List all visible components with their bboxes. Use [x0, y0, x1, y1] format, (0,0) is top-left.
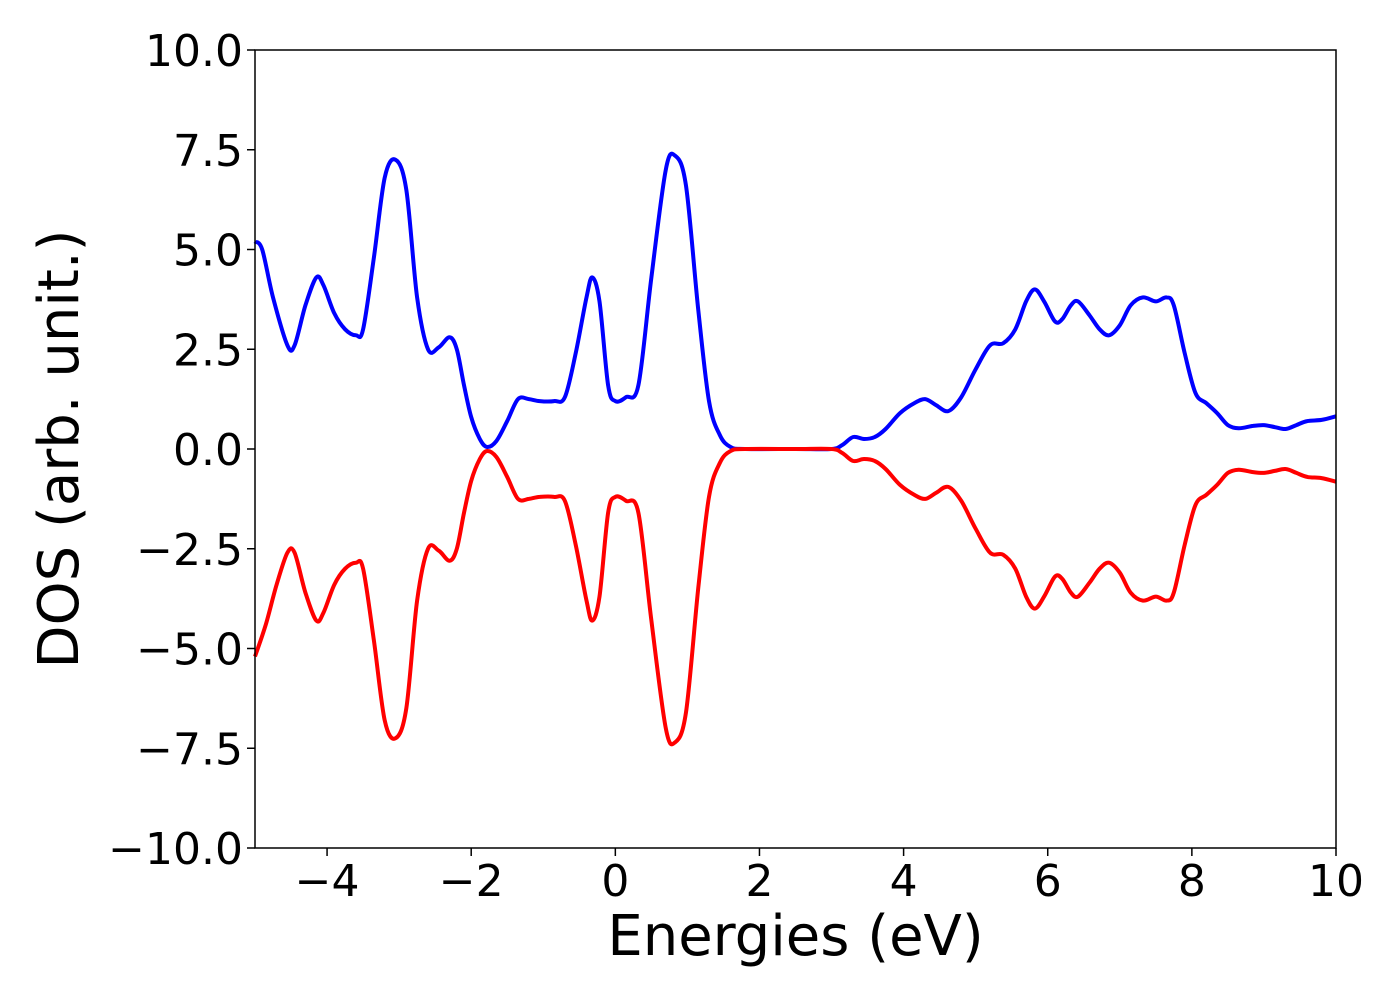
x-tick-label: 0	[601, 856, 629, 907]
series-layer	[253, 151, 1337, 747]
y-tick-label: 0.0	[173, 425, 243, 476]
y-axis-label: DOS (arb. unit.)	[27, 229, 92, 668]
x-tick-label: 10	[1308, 856, 1364, 907]
series-line-positive	[253, 151, 1337, 452]
y-tick-label: 10.0	[145, 26, 243, 77]
x-tick-label: −2	[439, 856, 504, 907]
x-tick-label: −4	[295, 856, 360, 907]
y-tick-label: −7.5	[136, 724, 243, 775]
y-tick-label: 7.5	[173, 126, 243, 177]
y-tick-label: −2.5	[136, 525, 243, 576]
y-tick-label: −10.0	[108, 824, 243, 875]
x-tick-label: 6	[1034, 856, 1062, 907]
x-axis: −4 −2 0 2 4 6 8 10	[295, 848, 1364, 907]
y-tick-label: 5.0	[173, 226, 243, 277]
y-tick-label: 2.5	[173, 325, 243, 376]
x-tick-label: 8	[1178, 856, 1206, 907]
series-line-negative	[253, 446, 1337, 747]
y-axis: 10.0 7.5 5.0 2.5 0.0 −2.5 −5.0 −7.5 −10.0	[108, 26, 255, 875]
x-tick-label: 2	[745, 856, 773, 907]
x-axis-label: Energies (eV)	[607, 904, 983, 969]
x-tick-label: 4	[890, 856, 918, 907]
y-tick-label: −5.0	[136, 625, 243, 676]
